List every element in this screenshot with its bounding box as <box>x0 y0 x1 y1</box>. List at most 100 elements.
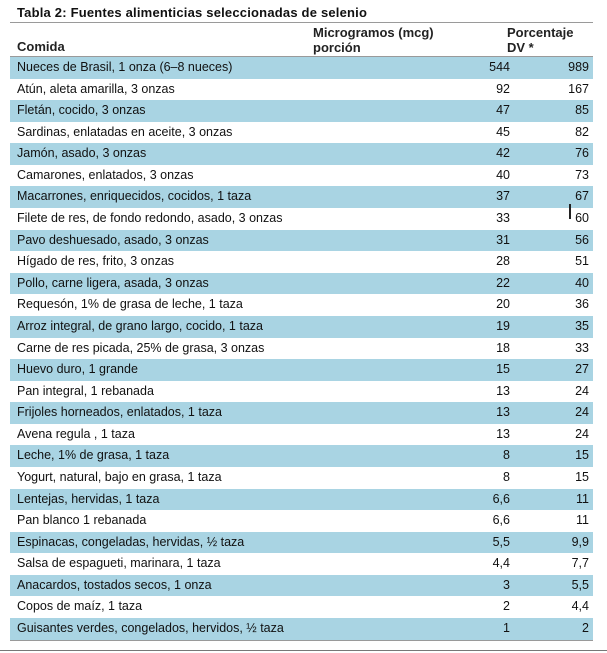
table-row: Pan blanco 1 rebanada 6,6 11 <box>10 510 593 532</box>
cell-food: Camarones, enlatados, 3 onzas <box>17 167 194 182</box>
cell-dv: 24 <box>575 405 589 420</box>
cell-dv: 11 <box>576 491 589 506</box>
cell-food: Frijoles horneados, enlatados, 1 taza <box>17 405 222 420</box>
table-row: Atún, aleta amarilla, 3 onzas 92 167 <box>10 79 593 101</box>
table-row: Pavo deshuesado, asado, 3 onzas 31 56 <box>10 229 593 252</box>
header-mcg: Microgramos (mcg) porción <box>313 25 434 55</box>
cell-food: Jamón, asado, 3 onzas <box>17 146 147 161</box>
cell-food: Pan blanco 1 rebanada <box>17 513 147 528</box>
cell-mcg: 6,6 <box>492 513 510 528</box>
table-row: Pan integral, 1 rebanada 13 24 <box>10 381 593 403</box>
cell-food: Carne de res picada, 25% de grasa, 3 onz… <box>17 340 265 355</box>
header-dv: Porcentaje DV * <box>507 25 573 55</box>
cell-mcg: 42 <box>496 146 510 161</box>
cell-mcg: 40 <box>496 167 510 182</box>
cell-mcg: 544 <box>489 60 510 74</box>
cell-food: Leche, 1% de grasa, 1 taza <box>17 448 170 463</box>
cell-mcg: 8 <box>503 469 510 484</box>
table-row: Nueces de Brasil, 1 onza (6–8 nueces) 544… <box>10 57 593 79</box>
table-row: Carne de res picada, 25% de grasa, 3 onz… <box>10 338 593 360</box>
cell-dv: 60 <box>575 211 589 226</box>
header-food: Comida <box>17 39 65 54</box>
table-row: Salsa de espagueti, marinara, 1 taza 4,4 7… <box>10 553 593 575</box>
cell-dv: 5,5 <box>571 577 589 592</box>
cell-food: Arroz integral, de grano largo, cocido, … <box>17 318 263 333</box>
header-mcg-line1: Microgramos (mcg) <box>313 25 434 40</box>
cell-mcg: 37 <box>496 189 510 204</box>
cell-food: Fletán, cocido, 3 onzas <box>17 103 146 118</box>
table-row: Leche, 1% de grasa, 1 taza 8 15 <box>10 445 593 467</box>
cell-mcg: 4,4 <box>492 556 510 571</box>
cell-dv: 76 <box>575 146 589 161</box>
cell-dv: 11 <box>576 513 589 528</box>
cell-food: Pollo, carne ligera, asada, 3 onzas <box>17 275 209 290</box>
cell-food: Nueces de Brasil, 1 onza (6–8 nueces) <box>17 60 233 74</box>
cell-dv: 2 <box>582 621 589 636</box>
bottom-rule <box>10 640 593 641</box>
table-row: Pollo, carne ligera, asada, 3 onzas 22 40 <box>10 272 593 295</box>
table-row: Frijoles horneados, enlatados, 1 taza 13 2… <box>10 402 593 424</box>
table-row: Copos de maíz, 1 taza 2 4,4 <box>10 596 593 618</box>
cell-food: Pan integral, 1 rebanada <box>17 383 154 398</box>
cell-mcg: 13 <box>496 426 510 441</box>
cell-dv: 167 <box>568 81 589 96</box>
table-row: Huevo duro, 1 grande 15 27 <box>10 359 593 381</box>
cell-mcg: 28 <box>496 254 510 269</box>
header-dv-line2: DV * <box>507 40 534 55</box>
cell-mcg: 5,5 <box>492 534 510 549</box>
cell-mcg: 8 <box>503 448 510 463</box>
table-row: Arroz integral, de grano largo, cocido, … <box>10 315 593 338</box>
cell-dv: 85 <box>575 103 589 118</box>
table-row: Yogurt, natural, bajo en grasa, 1 taza 8 1… <box>10 467 593 489</box>
cell-food: Lentejas, hervidas, 1 taza <box>17 491 160 506</box>
cell-mcg: 15 <box>496 362 510 377</box>
table-row: Filete de res, de fondo redondo, asado, … <box>10 208 593 230</box>
header-mcg-line2: porción <box>313 40 361 55</box>
table-row: Sardinas, enlatadas en aceite, 3 onzas 45… <box>10 122 593 144</box>
table-row: Guisantes verdes, congelados, hervidos, … <box>10 618 593 640</box>
cell-dv: 51 <box>575 254 589 269</box>
cell-dv: 15 <box>575 448 589 463</box>
cell-mcg: 13 <box>496 383 510 398</box>
table-row: Requesón, 1% de grasa de leche, 1 taza 20… <box>10 294 593 316</box>
table-row: Lentejas, hervidas, 1 taza 6,6 11 <box>10 488 593 511</box>
cell-food: Espinacas, congeladas, hervidas, ½ taza <box>17 534 245 549</box>
cell-dv: 73 <box>575 167 589 182</box>
table-row: Jamón, asado, 3 onzas 42 76 <box>10 143 593 165</box>
table-row: Macarrones, enriquecidos, cocidos, 1 taz… <box>10 186 593 209</box>
cell-food: Avena regula , 1 taza <box>17 426 135 441</box>
cell-food: Sardinas, enlatadas en aceite, 3 onzas <box>17 124 233 139</box>
text-cursor <box>569 204 571 219</box>
cell-food: Guisantes verdes, congelados, hervidos, … <box>17 621 284 636</box>
cell-mcg: 33 <box>496 211 510 226</box>
cell-dv: 35 <box>575 318 589 333</box>
cell-food: Filete de res, de fondo redondo, asado, … <box>17 211 283 226</box>
cell-food: Atún, aleta amarilla, 3 onzas <box>17 81 175 96</box>
table-row: Fletán, cocido, 3 onzas 47 85 <box>10 100 593 122</box>
top-rule <box>10 22 593 23</box>
cell-food: Hígado de res, frito, 3 onzas <box>17 254 175 269</box>
cell-mcg: 45 <box>496 124 510 139</box>
cell-dv: 67 <box>575 189 589 204</box>
cell-dv: 9,9 <box>571 534 589 549</box>
header-rule <box>10 56 593 57</box>
table-row: Camarones, enlatados, 3 onzas 40 73 <box>10 165 593 187</box>
cell-mcg: 1 <box>503 621 510 636</box>
cell-mcg: 3 <box>503 577 510 592</box>
cell-dv: 7,7 <box>571 556 589 571</box>
table-row: Anacardos, tostados secos, 1 onza 3 5,5 <box>10 574 593 597</box>
cell-mcg: 47 <box>496 103 510 118</box>
cell-dv: 27 <box>575 362 589 377</box>
cell-mcg: 6,6 <box>492 491 510 506</box>
cell-dv: 40 <box>575 275 589 290</box>
cell-mcg: 2 <box>503 599 510 614</box>
table-row: Avena regula , 1 taza 13 24 <box>10 424 593 446</box>
cell-dv: 989 <box>568 60 589 74</box>
table-title: Tabla 2: Fuentes alimenticias selecciona… <box>17 5 368 20</box>
cell-dv: 15 <box>575 469 589 484</box>
cell-food: Anacardos, tostados secos, 1 onza <box>17 577 212 592</box>
header-dv-line1: Porcentaje <box>507 25 574 40</box>
cell-dv: 24 <box>575 383 589 398</box>
cell-dv: 24 <box>575 426 589 441</box>
cell-food: Requesón, 1% de grasa de leche, 1 taza <box>17 297 243 312</box>
